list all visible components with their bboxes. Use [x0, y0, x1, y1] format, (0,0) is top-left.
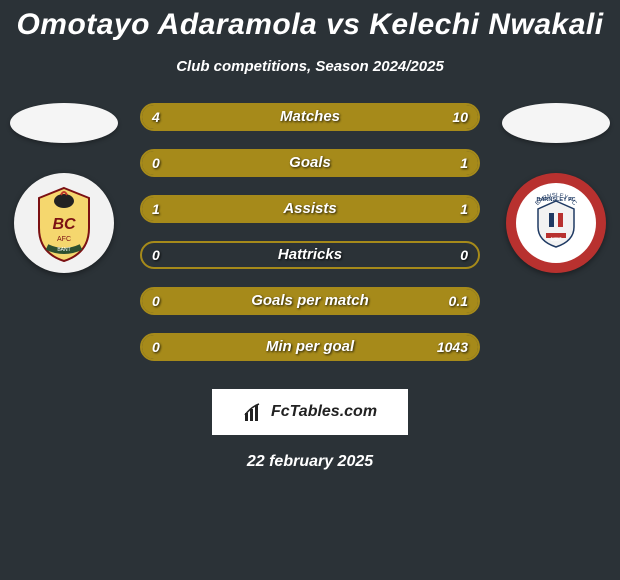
left-flag [10, 103, 118, 143]
stat-label: Min per goal [142, 335, 478, 359]
stat-label: Goals [142, 151, 478, 175]
brand-text: FcTables.com [271, 403, 377, 421]
svg-text:BANT: BANT [57, 247, 70, 253]
snapshot-date: 22 february 2025 [0, 453, 620, 471]
barnsley-crest-icon: 1887 BARNSLEY FC BARNSLEY FC [516, 183, 596, 263]
comparison-subtitle: Club competitions, Season 2024/2025 [0, 58, 620, 75]
comparison-body: BC AFC BANT 410Matches 01Goals 11Assists 00… [0, 103, 620, 379]
stat-label: Assists [142, 197, 478, 221]
stat-label: Matches [142, 105, 478, 129]
stat-row: 01Goals [140, 149, 480, 177]
comparison-title: Omotayo Adaramola vs Kelechi Nwakali [0, 0, 620, 42]
stats-column: 410Matches 01Goals 11Assists 00Hattricks 00.… [122, 103, 498, 379]
svg-text:AFC: AFC [57, 236, 71, 243]
right-flag [502, 103, 610, 143]
stat-row: 00.1Goals per match [140, 287, 480, 315]
stat-label: Goals per match [142, 289, 478, 313]
left-player-col: BC AFC BANT [6, 103, 122, 273]
stat-row: 410Matches [140, 103, 480, 131]
bradford-crest-icon: BC AFC BANT [29, 183, 99, 263]
right-club-crest: 1887 BARNSLEY FC BARNSLEY FC [506, 173, 606, 273]
left-club-crest: BC AFC BANT [14, 173, 114, 273]
brand-watermark: FcTables.com [212, 389, 408, 435]
svg-text:BARNSLEY FC: BARNSLEY FC [536, 197, 575, 203]
svg-text:1887: 1887 [550, 237, 561, 243]
stat-row: 11Assists [140, 195, 480, 223]
stat-row: 00Hattricks [140, 241, 480, 269]
stat-label: Hattricks [142, 243, 478, 267]
svg-text:BC: BC [52, 216, 76, 233]
right-player-col: 1887 BARNSLEY FC BARNSLEY FC [498, 103, 614, 273]
fctables-logo-icon [243, 401, 265, 423]
stat-row: 01043Min per goal [140, 333, 480, 361]
